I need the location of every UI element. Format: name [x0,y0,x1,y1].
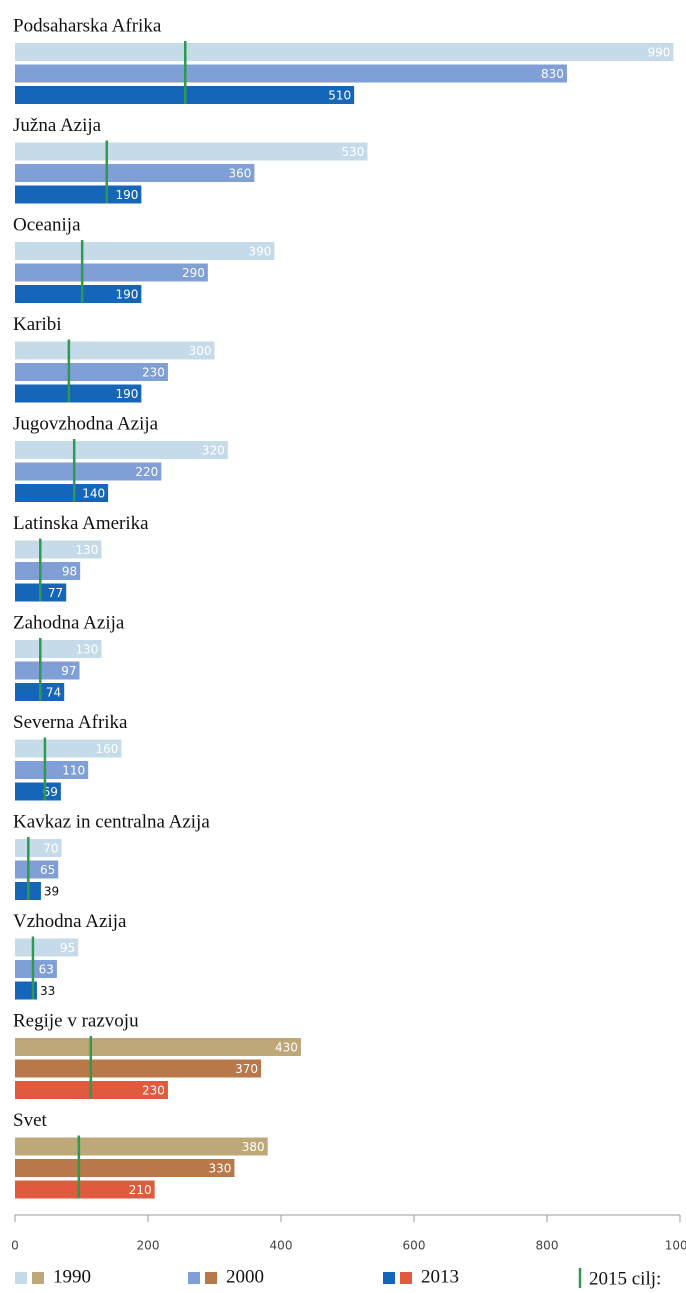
value-label: 130 [76,543,99,557]
bar [15,1180,155,1199]
x-tick-label: 400 [270,1239,293,1253]
bar [15,285,142,303]
bar [15,242,275,260]
value-label: 530 [342,145,365,159]
category-label: Jugovzhodna Azija [13,413,159,434]
bar [15,64,567,83]
legend-swatch [383,1272,395,1284]
category-label: Regije v razvoju [13,1010,139,1031]
x-tick-label: 1000 [665,1239,686,1253]
legend-label: 2015 cilj: [589,1268,661,1289]
bar [15,761,89,779]
value-label: 370 [235,1062,258,1076]
bar [15,562,81,580]
bar [15,484,109,502]
value-label: 70 [43,842,58,856]
legend-swatch [32,1272,44,1284]
value-label: 220 [135,465,158,479]
value-label: 290 [182,266,205,280]
bar [15,960,57,978]
value-label: 190 [115,288,138,302]
category-label: Kavkaz in centralna Azija [13,811,210,832]
bar [15,164,255,182]
bar [15,363,168,381]
bar [15,441,228,459]
x-tick-label: 600 [403,1239,426,1253]
value-label: 33 [40,984,55,998]
legend-swatch [400,1272,412,1284]
bar [15,860,59,879]
value-label: 510 [328,89,351,103]
legend-swatch [188,1272,200,1284]
value-label: 230 [142,366,165,380]
category-label: Karibi [13,314,62,335]
bar [15,43,674,61]
value-label: 230 [142,1084,165,1098]
bar [15,661,80,680]
value-label: 190 [115,188,138,202]
value-label: 990 [647,46,670,60]
bar [15,1059,262,1078]
bar [15,839,62,857]
category-label: Južna Azija [13,115,102,136]
value-label: 65 [40,863,55,877]
legend-label: 2000 [226,1266,264,1287]
value-label: 98 [62,565,77,579]
bar [15,185,142,204]
value-label: 390 [248,245,271,259]
category-label: Severna Afrika [13,712,128,733]
bar [15,384,142,403]
value-label: 77 [48,586,63,600]
bar [15,640,102,658]
bar [15,981,37,1000]
bar [15,540,102,559]
value-label: 330 [209,1162,232,1176]
value-label: 190 [115,387,138,401]
legend-label: 1990 [53,1266,91,1287]
bar [15,1159,235,1177]
category-label: Svet [13,1110,48,1131]
value-label: 380 [242,1140,265,1154]
x-tick-label: 0 [11,1239,19,1253]
value-label: 110 [62,764,85,778]
value-label: 97 [61,664,76,678]
bar [15,1038,301,1056]
value-label: 63 [39,963,54,977]
bar [15,1137,268,1156]
category-label: Vzhodna Azija [13,911,127,932]
category-label: Oceanija [13,214,81,235]
value-label: 300 [189,344,212,358]
bar [15,142,368,161]
x-tick-label: 800 [536,1239,559,1253]
value-label: 74 [46,686,61,700]
bar [15,263,208,282]
value-label: 69 [43,785,58,799]
bar [15,782,61,801]
bar [15,462,162,481]
value-label: 130 [76,643,99,657]
bar [15,739,122,758]
legend-swatch [205,1272,217,1284]
bar [15,938,79,957]
value-label: 160 [95,742,118,756]
bar [15,341,215,360]
value-label: 430 [275,1041,298,1055]
value-label: 39 [44,885,59,899]
legend-label: 2013 [421,1266,459,1287]
value-label: 830 [541,67,564,81]
category-label: Latinska Amerika [13,513,149,534]
value-label: 95 [60,941,75,955]
legend-swatch [15,1272,27,1284]
value-label: 140 [82,487,105,501]
category-label: Zahodna Azija [13,612,125,633]
x-tick-label: 200 [137,1239,160,1253]
value-label: 360 [228,167,251,181]
category-label: Podsaharska Afrika [13,15,162,36]
value-label: 210 [129,1183,152,1197]
value-label: 320 [202,444,225,458]
